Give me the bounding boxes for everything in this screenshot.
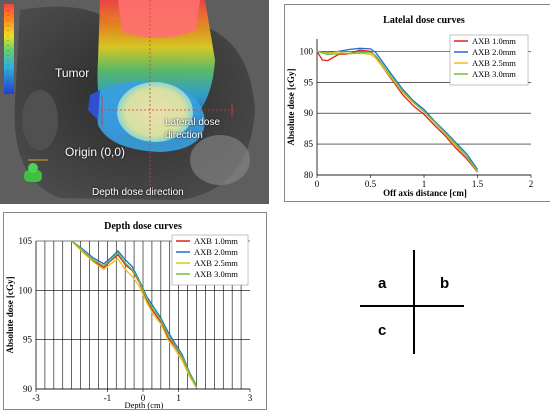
ct-image-graphic [0, 0, 269, 204]
key-vertical-line [413, 250, 415, 354]
series-line-4 [316, 50, 479, 172]
depth-chart-svg: Depth dose curves 90 95 100 105 -3 -1 0 1 3 Depth … [5, 221, 253, 410]
x-axis-label: Off axis distance [cm] [383, 188, 467, 198]
panel-key: a b c [360, 250, 470, 360]
legend-label: AXB 3.0mm [194, 269, 238, 279]
legend-label: AXB 3.0mm [472, 69, 516, 79]
series-line-3 [71, 240, 198, 389]
x-tick-label: -3 [32, 393, 40, 403]
lateral-label: Lateral dose direction [165, 117, 221, 141]
chart-title: Depth dose curves [104, 221, 182, 232]
x-tick-label: 0 [141, 393, 146, 403]
tumor-label: Tumor [55, 66, 90, 80]
ct-dose-image: Tumor Lateral dose direction Origin (0,0… [0, 0, 269, 204]
y-tick-label: 90 [23, 384, 33, 394]
tumor-region [117, 82, 193, 142]
depth-dose-chart: Depth dose curves 90 95 100 105 -3 -1 0 1 3 Depth … [3, 212, 267, 410]
x-axis-label: Depth (cm) [125, 400, 164, 409]
quadrant-b-label: b [440, 275, 450, 292]
quadrant-a-label: a [378, 275, 387, 292]
x-tick-label: 0 [315, 179, 320, 189]
y-tick-label: 85 [304, 139, 314, 149]
dose-color-scale [4, 4, 14, 94]
x-tick-label: -1 [104, 393, 112, 403]
x-tick-label: 1 [176, 393, 181, 403]
y-tick-label: 80 [304, 170, 314, 180]
legend-box [171, 234, 249, 286]
legend-label: AXB 2.5mm [194, 258, 238, 268]
legend-label: AXB 1.0mm [472, 36, 516, 46]
y-tick-label: 100 [19, 285, 33, 295]
x-tick-label: 2 [529, 179, 534, 189]
y-axis-label: Absolute dose [cGy] [5, 277, 15, 354]
y-tick-label: 95 [304, 77, 314, 87]
y-tick-label: 95 [23, 335, 33, 345]
x-tick-label: 1.5 [472, 179, 484, 189]
x-tick-label: 0.5 [365, 179, 377, 189]
lateral-chart-svg: Latelal dose curves 80 85 90 95 100 0 0.5 1 1.5 2 O… [286, 15, 534, 198]
x-tick-label: 3 [248, 393, 253, 403]
legend-box [449, 34, 529, 86]
chart-title: Latelal dose curves [383, 15, 465, 26]
quadrant-c-label: c [378, 322, 387, 339]
key-horizontal-line [360, 305, 464, 307]
series-line-4 [71, 240, 198, 388]
legend-label: AXB 2.0mm [472, 47, 516, 57]
y-tick-label: 105 [19, 236, 33, 246]
depth-label: Depth dose direction [92, 187, 184, 198]
series-line-2 [316, 47, 479, 170]
origin-label: Origin (0,0) [65, 145, 126, 159]
y-tick-label: 90 [304, 108, 314, 118]
legend-label: AXB 1.0mm [194, 236, 238, 246]
legend-label: AXB 2.5mm [472, 58, 516, 68]
orientation-icon [24, 170, 42, 182]
x-tick-label: 1 [422, 179, 427, 189]
legend-label: AXB 2.0mm [194, 247, 238, 257]
lateral-dose-chart: Latelal dose curves 80 85 90 95 100 0 0.5 1 1.5 2 O… [284, 4, 550, 202]
y-axis-label: Absolute dose [cGy] [286, 69, 296, 146]
y-tick-label: 100 [300, 46, 314, 56]
